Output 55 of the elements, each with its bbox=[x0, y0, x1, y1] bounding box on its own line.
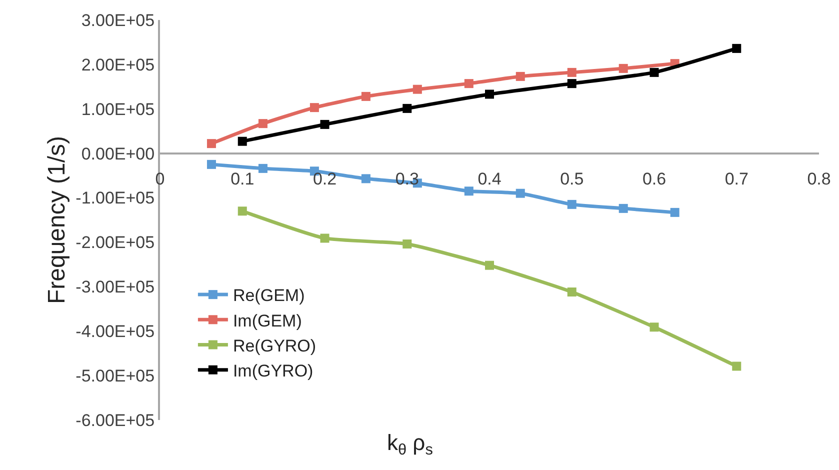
y-axis-title: Frequency (1/s) bbox=[43, 136, 70, 304]
legend-label: Re(GYRO) bbox=[232, 336, 316, 356]
point bbox=[402, 104, 412, 113]
y-tick-label: -2.00E+05 bbox=[76, 233, 155, 252]
x-tick-label: 0.2 bbox=[312, 170, 337, 189]
point bbox=[361, 92, 370, 101]
point bbox=[732, 362, 742, 371]
y-tick-label: 0.00E+00 bbox=[81, 144, 155, 164]
x-tick-label: 0.8 bbox=[807, 170, 831, 189]
point bbox=[412, 84, 422, 94]
point bbox=[310, 103, 319, 112]
point bbox=[320, 234, 330, 243]
point bbox=[402, 240, 412, 248]
x-tick-label: 0.1 bbox=[230, 170, 254, 189]
point bbox=[516, 188, 525, 198]
point bbox=[206, 139, 216, 148]
y-tick-label: 3.00E+05 bbox=[81, 10, 155, 30]
y-tick-label: -1.00E+05 bbox=[76, 188, 155, 208]
legend-label: Im(GEM) bbox=[232, 311, 302, 330]
x-tick-label: 0.4 bbox=[478, 170, 502, 189]
point bbox=[485, 260, 494, 270]
point bbox=[258, 164, 268, 173]
point bbox=[464, 79, 474, 88]
point bbox=[258, 119, 268, 128]
point bbox=[516, 72, 525, 81]
x-tick-label: 0.7 bbox=[724, 170, 748, 189]
x-tick-label: 0.5 bbox=[560, 170, 584, 189]
point bbox=[567, 79, 576, 88]
y-tick-label: 1.00E+05 bbox=[81, 100, 155, 119]
y-tick-label: -3.00E+05 bbox=[76, 278, 155, 297]
point bbox=[464, 186, 474, 196]
point bbox=[618, 204, 628, 213]
point bbox=[361, 174, 370, 184]
point bbox=[485, 90, 494, 99]
legend-label: Re(GEM) bbox=[232, 286, 305, 306]
y-tick-label: -5.00E+05 bbox=[76, 366, 155, 386]
point bbox=[206, 160, 216, 169]
y-tick-label: -4.00E+05 bbox=[76, 322, 155, 342]
point bbox=[238, 136, 247, 146]
point bbox=[567, 288, 576, 296]
legend-label: Im(GYRO) bbox=[232, 361, 314, 380]
x-tick-label: 0 bbox=[155, 170, 165, 189]
point bbox=[567, 68, 576, 77]
x-axis-title: k$_{θ}$ ρ$_{s}$ bbox=[387, 430, 434, 459]
point bbox=[320, 120, 330, 129]
y-tick-label: 2.00E+05 bbox=[81, 55, 155, 74]
point bbox=[732, 44, 742, 53]
y-tick-label: -6.00E+05 bbox=[76, 410, 155, 430]
point bbox=[650, 322, 659, 332]
point bbox=[567, 200, 576, 209]
point bbox=[238, 206, 247, 216]
point bbox=[670, 208, 680, 217]
point bbox=[650, 68, 659, 77]
point bbox=[618, 64, 628, 73]
x-tick-label: 0.6 bbox=[642, 170, 666, 189]
